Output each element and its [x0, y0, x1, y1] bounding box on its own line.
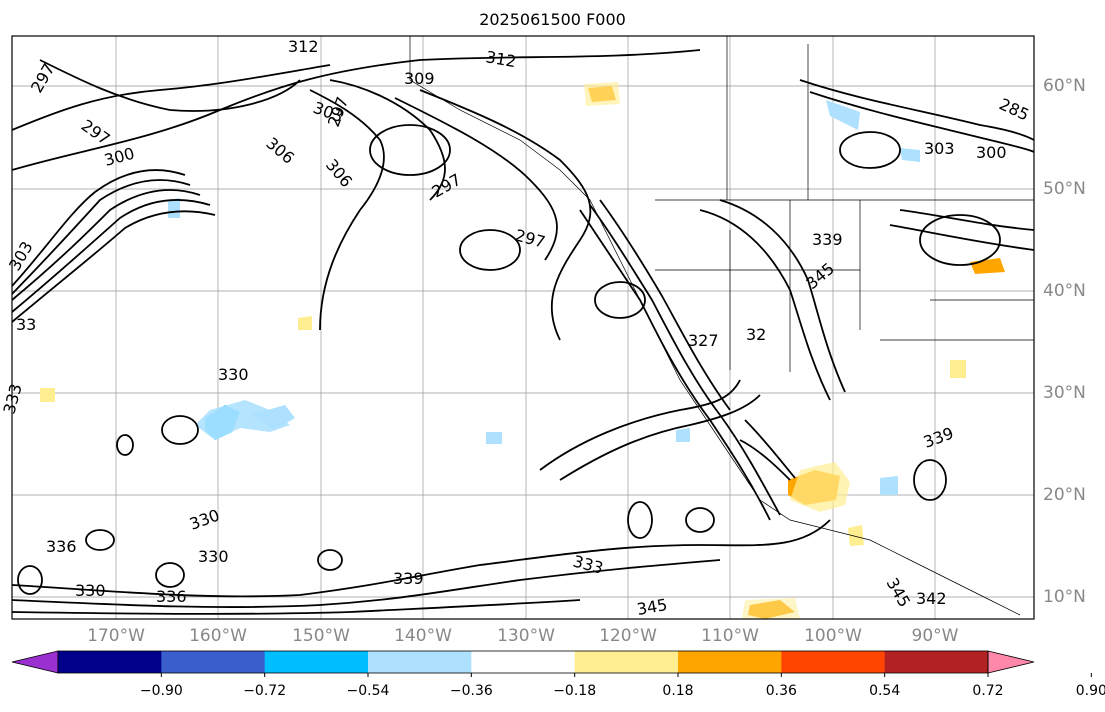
- longitude-label: 140°W: [394, 626, 452, 646]
- colorbar-segment: [781, 651, 886, 673]
- colorbar-tick-label: 0.54: [869, 683, 901, 699]
- colorbar-tick-label: −0.54: [346, 683, 390, 699]
- colorbar-extend-high: [987, 650, 1035, 674]
- contour-label: 336: [46, 537, 77, 556]
- map-title: 2025061500 F000: [479, 10, 626, 29]
- coastlines: [409, 36, 1034, 616]
- longitude-label: 90°W: [911, 626, 959, 646]
- latitude-label: 40°N: [1043, 281, 1086, 301]
- contour-lines: [11, 49, 1035, 615]
- longitude-label: 170°W: [87, 626, 145, 646]
- colorbar-tick-label: 0.72: [972, 683, 1004, 699]
- latitude-label: 60°N: [1043, 76, 1086, 96]
- longitude-label: 130°W: [497, 626, 555, 646]
- longitude-label: 160°W: [189, 626, 247, 646]
- contour-label: 312: [288, 37, 319, 56]
- colorbar-segment: [58, 651, 162, 673]
- graticule: [12, 36, 1034, 619]
- colorbar-segment: [574, 651, 679, 673]
- colorbar-tick-label: −0.90: [139, 683, 183, 699]
- longitude-label: 110°W: [701, 626, 759, 646]
- colorbar-segment: [678, 651, 782, 673]
- contour-label: 300: [976, 143, 1007, 162]
- longitude-label: 120°W: [599, 626, 657, 646]
- colorbar-tick-label: −0.18: [553, 683, 597, 699]
- colorbar-extend-low: [11, 650, 59, 674]
- colorbar-segment: [264, 651, 369, 673]
- latitude-label: 10°N: [1043, 587, 1086, 607]
- map-area: [12, 36, 1034, 619]
- contour-label: 330: [75, 581, 106, 600]
- latitude-label: 20°N: [1043, 485, 1086, 505]
- colorbar-tick-label: −0.72: [243, 683, 287, 699]
- contour-label: 33: [16, 315, 36, 334]
- colorbar-tick-label: −0.36: [449, 683, 493, 699]
- colorbar-tick-label: 0.18: [662, 683, 694, 699]
- contour-label: 330: [198, 547, 229, 566]
- colorbar-outline: [57, 650, 989, 674]
- colorbar: [11, 650, 1092, 677]
- colorbar-segment: [368, 651, 472, 673]
- colorbar-segment: [161, 651, 266, 673]
- colorbar-segment: [884, 651, 989, 673]
- latitude-label: 30°N: [1043, 383, 1086, 403]
- longitude-label: 100°W: [804, 626, 862, 646]
- contour-label: 309: [404, 69, 435, 88]
- contour-label: 32: [746, 325, 766, 344]
- contour-label: 339: [812, 230, 843, 249]
- colorbar-segment: [471, 651, 576, 673]
- contour-label: 342: [916, 589, 947, 608]
- contour-label: 336: [156, 587, 187, 606]
- shading-patches: [40, 82, 1005, 619]
- contour-label: 303: [924, 139, 955, 158]
- latitude-label: 50°N: [1043, 179, 1086, 199]
- contour-label: 339: [393, 569, 424, 588]
- colorbar-tick-label: 0.90: [1075, 683, 1105, 699]
- longitude-label: 150°W: [292, 626, 350, 646]
- map-border: [11, 35, 1035, 620]
- contour-label: 327: [688, 331, 719, 350]
- colorbar-tick-label: 0.36: [765, 683, 797, 699]
- contour-label: 330: [218, 365, 249, 384]
